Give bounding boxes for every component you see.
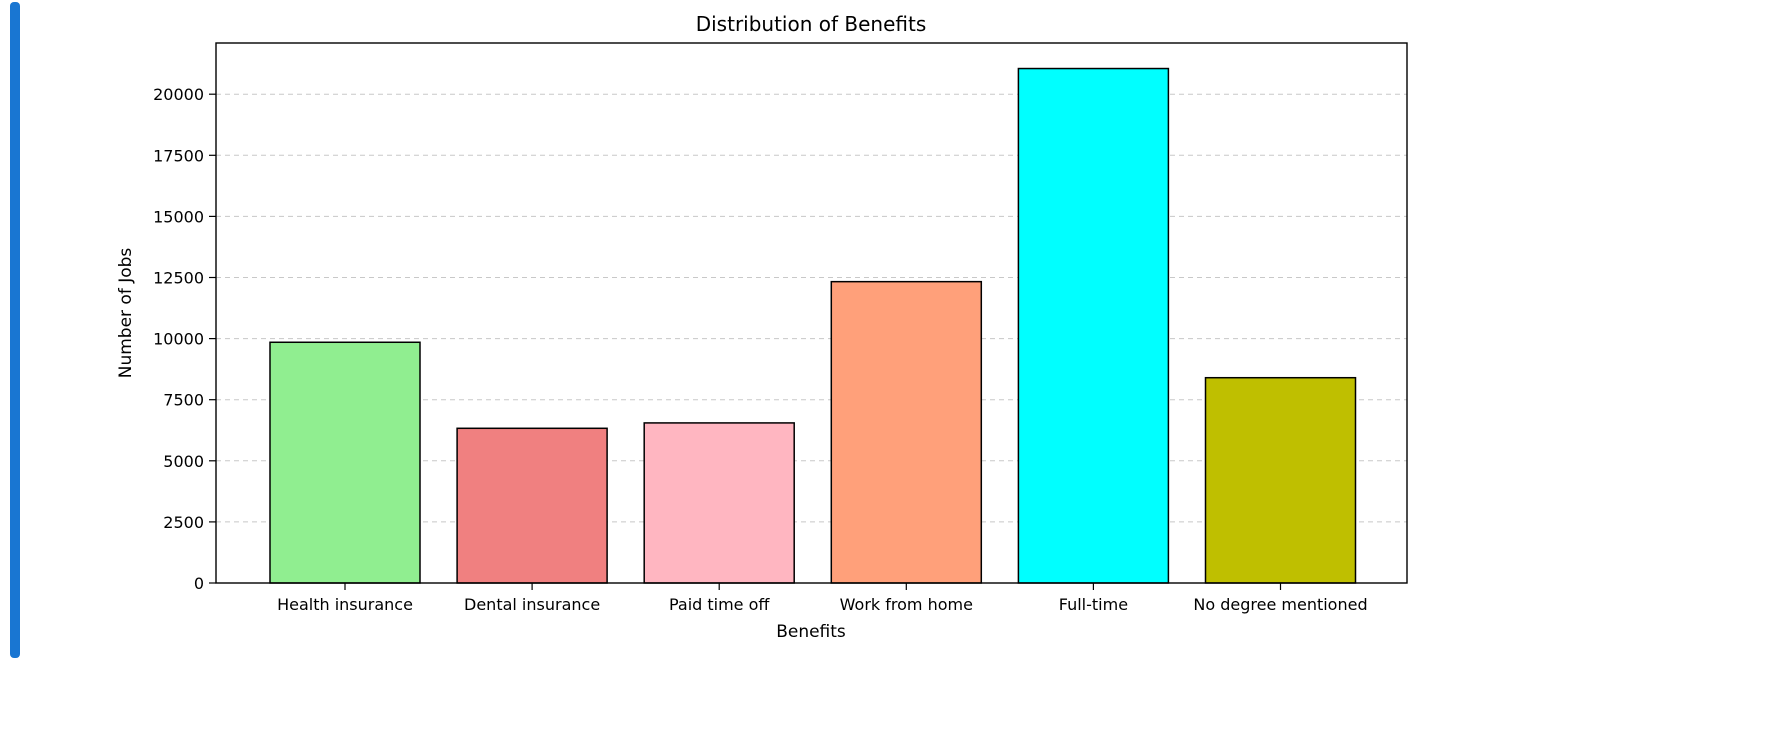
y-tick-label: 12500 bbox=[153, 269, 204, 288]
y-tick-label: 17500 bbox=[153, 146, 204, 165]
y-tick-label: 15000 bbox=[153, 207, 204, 226]
bar bbox=[830, 280, 983, 584]
bars bbox=[269, 67, 1357, 584]
y-tick-label: 5000 bbox=[163, 452, 204, 471]
x-tick-label: No degree mentioned bbox=[1193, 595, 1367, 614]
y-tick-label: 2500 bbox=[163, 513, 204, 532]
x-tick-label: Full-time bbox=[1059, 595, 1128, 614]
bar bbox=[269, 341, 421, 584]
chart-title: Distribution of Benefits bbox=[696, 12, 927, 36]
x-tick-label: Dental insurance bbox=[464, 595, 600, 614]
cell-accent-bar bbox=[10, 2, 20, 658]
x-axis-ticks: Health insurance Dental insurance Paid tim… bbox=[277, 583, 1368, 614]
y-tick-label: 7500 bbox=[163, 391, 204, 410]
y-tick-label: 10000 bbox=[153, 330, 204, 349]
x-tick-label: Work from home bbox=[840, 595, 973, 614]
bar bbox=[456, 427, 608, 584]
x-tick-label: Health insurance bbox=[277, 595, 413, 614]
x-axis-label: Benefits bbox=[776, 622, 846, 642]
bar bbox=[643, 422, 795, 584]
y-axis-label: Number of Jobs bbox=[116, 248, 136, 379]
plot-frame bbox=[215, 42, 1408, 584]
y-tick-label: 20000 bbox=[153, 85, 204, 104]
bar bbox=[1017, 67, 1170, 584]
bar bbox=[1204, 376, 1357, 584]
x-tick-label: Paid time off bbox=[669, 595, 770, 614]
y-axis-ticks: 0 2500 5000 7500 10000 12500 15000 17500 20000 bbox=[153, 85, 216, 593]
y-tick-label: 0 bbox=[194, 574, 204, 593]
